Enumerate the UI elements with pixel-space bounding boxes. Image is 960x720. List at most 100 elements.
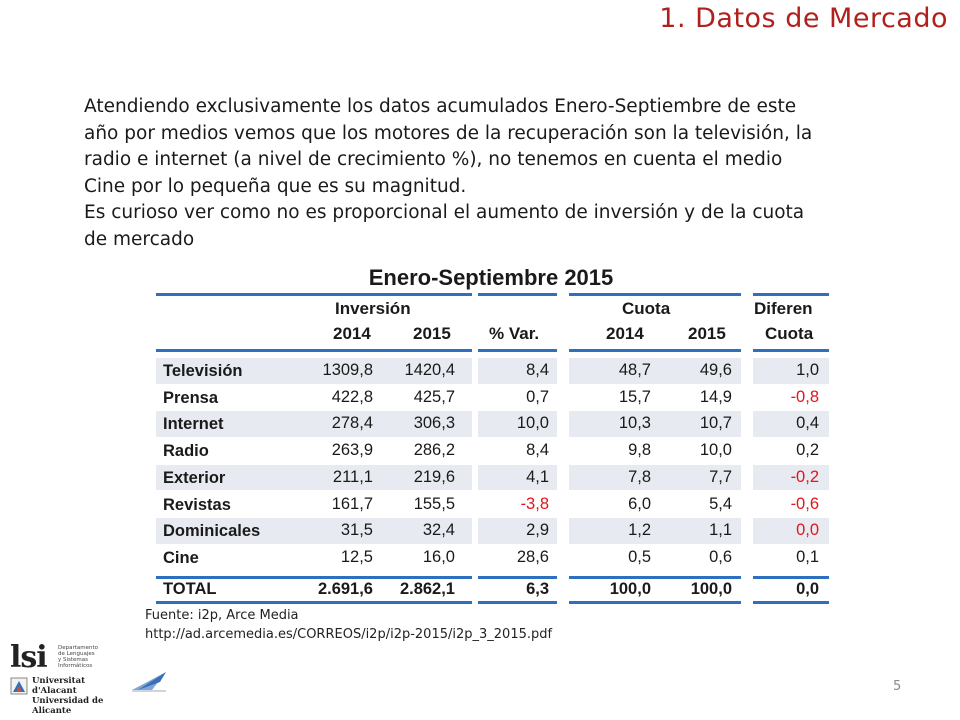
- rule-total-var: [478, 576, 557, 579]
- cell-cuota2015: 1,1: [709, 521, 732, 540]
- cell-dif: 1,0: [796, 361, 819, 379]
- header-diferencia: Diferen: [754, 299, 813, 318]
- row-band: [753, 464, 829, 491]
- cell-inv2014: 263,9: [331, 441, 373, 460]
- row-band: [753, 411, 829, 438]
- rule-bottom-inversion: [156, 601, 472, 604]
- cell-cuota2014: 15,7: [618, 387, 651, 406]
- slide-title: 1. Datos de Mercado: [659, 3, 948, 34]
- cell-var: -3,8: [520, 494, 549, 513]
- row-band: [478, 358, 557, 384]
- source-label: Fuente: i2p, Arce Media: [145, 608, 299, 623]
- rule-total-dif: [753, 576, 829, 579]
- cell-inv2014: 161,7: [331, 494, 373, 513]
- row-label: Televisión: [163, 362, 243, 380]
- rule-top-dif: [753, 293, 829, 296]
- university-name: Universitat d'Alacant Universidad de Ali…: [32, 676, 120, 716]
- row-band: [569, 411, 741, 438]
- cell-cuota2014: 48,7: [618, 361, 651, 379]
- cell-dif: 0,4: [796, 414, 819, 433]
- rule-bottom-dif: [753, 601, 829, 604]
- cell-var: 4,1: [526, 467, 549, 486]
- rule-hdr-dif: [753, 349, 829, 352]
- lsi-logo-subtitle: Departamento de Lenguajes y Sistemas Inf…: [58, 645, 99, 669]
- university-logo: Universitat d'Alacant Universidad de Ali…: [10, 675, 120, 716]
- rule-bottom-cuota: [569, 601, 741, 604]
- row-band: [569, 518, 741, 544]
- row-band: [569, 358, 741, 384]
- header-inv-2015: 2015: [413, 324, 451, 343]
- university-name-line1: Universitat d'Alacant: [32, 676, 86, 696]
- cell-dif: -0,6: [790, 494, 819, 513]
- rule-top-inversion: [156, 293, 472, 296]
- rule-bottom-var: [478, 601, 557, 604]
- cell-var: 28,6: [516, 547, 549, 566]
- cell-var: 10,0: [516, 414, 549, 433]
- university-emblem-icon: [10, 677, 28, 695]
- cell-inv2015: 32,4: [422, 521, 455, 540]
- department-emblem-icon: [132, 672, 166, 692]
- lsi-logo-text: lsi: [10, 640, 48, 675]
- header-cuota: Cuota: [622, 299, 671, 318]
- cell-cuota2014: 7,8: [628, 467, 651, 486]
- rule-top-var: [478, 293, 557, 296]
- rule-hdr-cuota: [569, 349, 741, 352]
- cell-inv2015: 155,5: [413, 494, 455, 513]
- header-inv-2014: 2014: [333, 324, 371, 343]
- cell-cuota2015: 49,6: [699, 361, 732, 379]
- total-label: TOTAL: [163, 580, 217, 598]
- row-band: [478, 518, 557, 544]
- paragraph-1: Atendiendo exclusivamente los datos acum…: [84, 96, 813, 197]
- rule-hdr-var: [478, 349, 557, 352]
- total-cuota2014: 100,0: [609, 580, 651, 598]
- source-note: Fuente: i2p, Arce Media http://ad.arceme…: [145, 606, 552, 644]
- row-band: [753, 518, 829, 544]
- cell-var: 8,4: [526, 361, 549, 379]
- cell-inv2014: 278,4: [331, 414, 373, 433]
- body-text: Atendiendo exclusivamente los datos acum…: [84, 94, 824, 253]
- cell-cuota2014: 1,2: [628, 521, 651, 540]
- row-band: [569, 464, 741, 491]
- cell-cuota2015: 10,7: [699, 414, 732, 433]
- row-band: [478, 411, 557, 438]
- row-label: Exterior: [163, 468, 226, 487]
- cell-var: 0,7: [526, 387, 549, 406]
- cell-inv2014: 211,1: [332, 467, 373, 486]
- header-inversion: Inversión: [335, 299, 411, 318]
- cell-inv2015: 16,0: [422, 547, 455, 566]
- row-label: Dominicales: [163, 522, 261, 541]
- rule-total-cuota: [569, 576, 741, 579]
- row-label: Internet: [163, 415, 224, 434]
- cell-inv2015: 219,6: [413, 467, 455, 486]
- header-cuota-2014: 2014: [606, 324, 644, 343]
- cell-dif: -0,8: [790, 387, 819, 406]
- cell-inv2015: 425,7: [413, 387, 455, 406]
- row-band: [156, 518, 472, 544]
- lsi-logo: lsi Departamento de Lenguajes y Sistemas…: [8, 640, 108, 700]
- cell-inv2014: 12,5: [340, 547, 373, 566]
- row-label: Radio: [163, 442, 209, 461]
- cell-dif: -0,2: [790, 467, 819, 486]
- total-var: 6,3: [526, 580, 549, 598]
- total-cuota2015: 100,0: [690, 580, 732, 598]
- rule-hdr-inversion: [156, 349, 472, 352]
- row-band: [478, 464, 557, 491]
- header-cuota-2015: 2015: [688, 324, 726, 343]
- cell-dif: 0,2: [796, 441, 819, 460]
- cell-var: 8,4: [526, 441, 549, 460]
- source-url[interactable]: http://ad.arcemedia.es/CORREOS/i2p/i2p-2…: [145, 627, 553, 642]
- market-table: Enero-Septiembre 2015 Inversión Cuota Di…: [151, 263, 831, 604]
- header-dif-cuota: Cuota: [765, 324, 814, 343]
- total-inv2015: 2.862,1: [399, 580, 455, 598]
- cell-cuota2015: 0,6: [709, 547, 732, 566]
- row-label: Cine: [163, 548, 199, 567]
- cell-inv2015: 286,2: [413, 441, 455, 460]
- row-band: [753, 358, 829, 384]
- cell-dif: 0,1: [796, 547, 819, 566]
- cell-inv2014: 422,8: [331, 387, 373, 406]
- cell-cuota2015: 14,9: [699, 387, 732, 406]
- total-dif: 0,0: [796, 580, 819, 598]
- row-band: [156, 411, 472, 438]
- cell-var: 2,9: [526, 521, 549, 540]
- total-inv2014: 2.691,6: [317, 580, 373, 598]
